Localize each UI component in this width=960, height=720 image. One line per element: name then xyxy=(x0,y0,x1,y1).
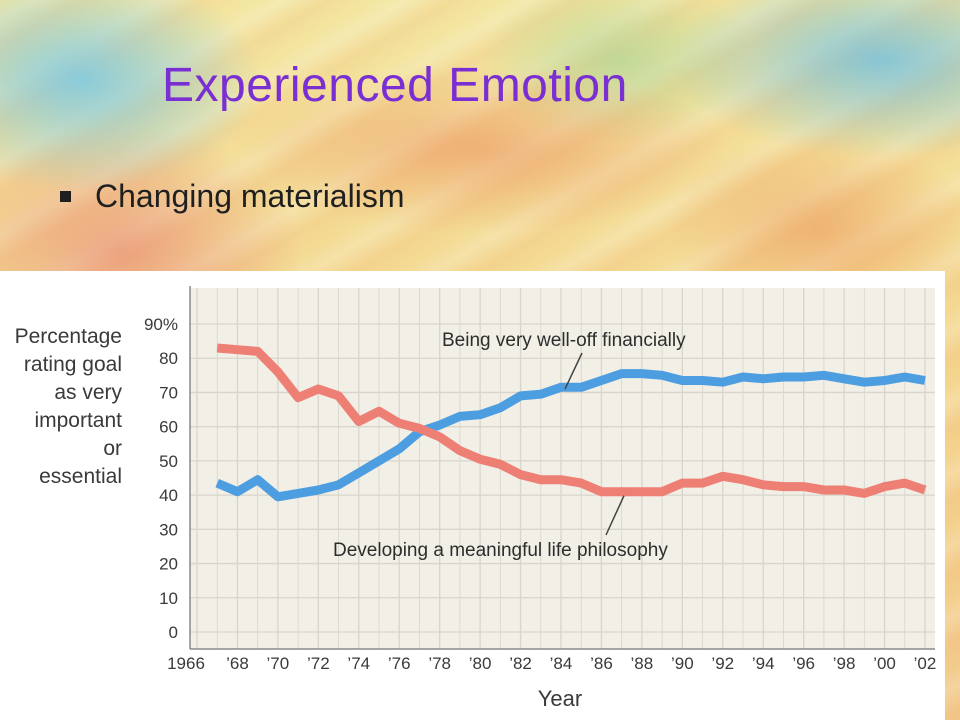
bullet-text: Changing materialism xyxy=(95,178,405,214)
series-line-philosophy xyxy=(216,343,927,498)
x-tick-label: ’74 xyxy=(347,654,370,673)
bullet-item: Changing materialism xyxy=(60,178,404,215)
x-tick-label: ’76 xyxy=(388,654,411,673)
annotations: Being very well-off financially Developin… xyxy=(333,330,686,561)
series-line-financial xyxy=(215,369,926,502)
x-tick-label: ’78 xyxy=(428,654,451,673)
x-tick-label: ’96 xyxy=(792,654,815,673)
square-bullet-icon xyxy=(60,191,71,202)
y-axis-label-line: essential xyxy=(39,465,122,488)
x-tick-label: ’72 xyxy=(307,654,330,673)
y-tick-label: 10 xyxy=(159,589,178,608)
slide-title: Experienced Emotion xyxy=(162,59,628,112)
plot-frame xyxy=(189,286,935,650)
line-chart: 0 10 20 30 40 50 60 70 80 90% 1966 ’68 ’70 ’72 ’74 ’76… xyxy=(15,286,936,711)
x-tick-label: ’94 xyxy=(752,654,775,673)
chart-figure: 0 10 20 30 40 50 60 70 80 90% 1966 ’68 ’70 ’72 ’74 ’76… xyxy=(0,271,945,720)
y-tick-label: 40 xyxy=(159,486,178,505)
y-tick-label: 30 xyxy=(159,520,178,539)
y-tick-label: 20 xyxy=(159,555,178,574)
y-tick-label: 90% xyxy=(144,315,178,334)
y-tick-labels: 0 10 20 30 40 50 60 70 80 90% xyxy=(144,315,178,642)
x-tick-label: ’68 xyxy=(226,654,249,673)
y-axis-label: Percentage rating goal as very important or e… xyxy=(15,325,123,488)
x-tick-label: ’88 xyxy=(631,654,654,673)
x-tick-label: ’70 xyxy=(267,654,290,673)
y-axis-label-line: Percentage xyxy=(15,325,122,348)
plot-area xyxy=(190,288,935,649)
series-lines xyxy=(215,343,927,502)
x-axis-title: Year xyxy=(538,686,582,711)
x-tick-label: ’02 xyxy=(914,654,937,673)
y-tick-label: 0 xyxy=(169,623,178,642)
annotation-philosophy: Developing a meaningful life philosophy xyxy=(333,540,668,561)
y-tick-label: 70 xyxy=(159,383,178,402)
x-tick-label: ’00 xyxy=(873,654,896,673)
y-axis-label-line: or xyxy=(103,437,122,460)
annotation-financial: Being very well-off financially xyxy=(442,330,686,351)
y-axis-label-line: important xyxy=(34,409,122,432)
x-tick-label: ’80 xyxy=(469,654,492,673)
annotation-leader-philosophy xyxy=(605,495,625,536)
x-tick-label: ’92 xyxy=(711,654,734,673)
y-tick-label: 60 xyxy=(159,418,178,437)
x-tick-label: 1966 xyxy=(167,654,205,673)
x-tick-label: ’98 xyxy=(833,654,856,673)
x-tick-labels: 1966 ’68 ’70 ’72 ’74 ’76 ’78 ’80 ’82 ’84 ’86 ’88 ’90… xyxy=(167,654,936,673)
x-tick-label: ’84 xyxy=(550,654,573,673)
y-axis-label-line: rating goal xyxy=(24,353,122,376)
x-tick-label: ’90 xyxy=(671,654,694,673)
y-tick-label: 50 xyxy=(159,452,178,471)
x-tick-label: ’86 xyxy=(590,654,613,673)
x-tick-label: ’82 xyxy=(509,654,532,673)
x-axis-label: Year xyxy=(538,686,582,711)
annotation-leader-financial xyxy=(564,352,583,390)
y-tick-label: 80 xyxy=(159,349,178,368)
y-axis-label-line: as very xyxy=(54,381,122,404)
